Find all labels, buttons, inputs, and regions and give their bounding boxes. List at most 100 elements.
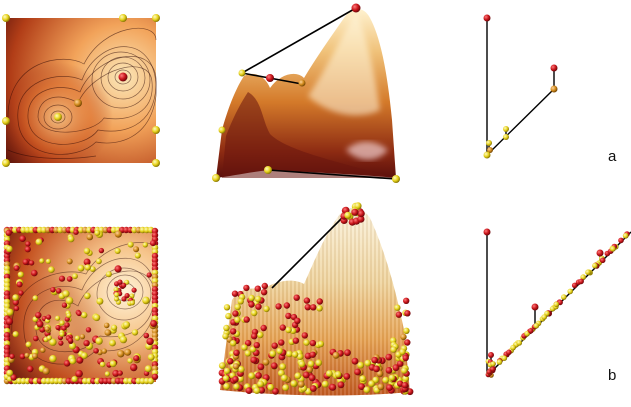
maximum-sphere-icon: [112, 369, 120, 377]
saddle-sphere-icon: [298, 79, 306, 87]
minimum-sphere-icon: [244, 350, 252, 357]
minimum-sphere-icon: [257, 331, 264, 339]
maximum-sphere-icon: [385, 367, 393, 374]
maximum-sphere-icon: [309, 339, 317, 347]
minimum-sphere-icon: [17, 271, 24, 278]
minimum-sphere-icon: [251, 309, 258, 317]
minimum-sphere-icon: [344, 211, 352, 219]
panel-b-terrain-critical-points: [218, 202, 414, 396]
minimum-sphere-icon: [248, 294, 255, 302]
maximum-sphere-icon: [231, 290, 239, 297]
minimum-sphere-icon: [69, 342, 76, 350]
minimum-sphere-icon: [218, 126, 226, 134]
maximum-sphere-icon: [550, 64, 558, 72]
maximum-sphere-icon: [257, 363, 265, 371]
maximum-sphere-icon: [243, 316, 250, 323]
maximum-sphere-icon: [114, 265, 122, 273]
minimum-sphere-icon: [109, 339, 116, 347]
minimum-sphere-icon: [390, 346, 397, 353]
minimum-sphere-icon: [294, 372, 302, 380]
minimum-sphere-icon: [254, 295, 262, 303]
minimum-sphere-icon: [486, 140, 492, 146]
minimum-sphere-icon: [152, 126, 160, 134]
minimum-sphere-icon: [298, 360, 306, 368]
panel-b-terrain-view: [218, 202, 414, 396]
maximum-sphere-icon: [275, 303, 282, 310]
maximum-sphere-icon: [130, 363, 138, 372]
minimum-sphere-icon: [394, 304, 401, 311]
panel-b-diagram-points: [485, 231, 630, 378]
minimum-sphere-icon: [230, 340, 237, 347]
minimum-sphere-icon: [501, 355, 508, 362]
minimum-sphere-icon: [129, 300, 135, 306]
saddle-sphere-icon: [66, 258, 73, 265]
minimum-sphere-icon: [89, 266, 96, 272]
maximum-sphere-icon: [121, 282, 127, 288]
maximum-sphere-icon: [150, 320, 158, 327]
minimum-sphere-icon: [2, 14, 10, 22]
minimum-sphere-icon: [212, 174, 220, 182]
maximum-sphere-icon: [55, 288, 62, 294]
minimum-sphere-icon: [67, 235, 75, 243]
minimum-sphere-icon: [105, 271, 112, 278]
minimum-sphere-icon: [279, 363, 287, 371]
maximum-sphere-icon: [13, 305, 20, 312]
saddle-sphere-icon: [103, 322, 110, 329]
minimum-sphere-icon: [241, 344, 248, 351]
minimum-sphere-icon: [363, 386, 371, 394]
maximum-sphere-icon: [395, 311, 403, 318]
maximum-sphere-icon: [24, 246, 31, 253]
maximum-sphere-icon: [329, 383, 337, 391]
maximum-sphere-icon: [150, 240, 157, 247]
minimum-sphere-icon: [264, 166, 272, 174]
maximum-sphere-icon: [58, 340, 64, 346]
maximum-sphere-icon: [402, 354, 409, 362]
minimum-sphere-icon: [147, 377, 155, 385]
maximum-sphere-icon: [337, 381, 345, 389]
saddle-sphere-icon: [487, 147, 493, 153]
minimum-sphere-icon: [321, 380, 329, 388]
minimum-sphere-icon: [131, 329, 139, 336]
minimum-sphere-icon: [114, 248, 121, 254]
panel-a-terrain-view: [212, 3, 400, 183]
minimum-sphere-icon: [622, 233, 629, 239]
maximum-sphere-icon: [303, 297, 311, 304]
minimum-sphere-icon: [483, 151, 491, 159]
minimum-sphere-icon: [580, 274, 586, 280]
minimum-sphere-icon: [237, 298, 244, 305]
minimum-sphere-icon: [48, 266, 55, 274]
maximum-sphere-icon: [63, 360, 71, 367]
minimum-sphere-icon: [359, 375, 367, 383]
minimum-sphere-icon: [222, 333, 229, 340]
maximum-sphere-icon: [28, 260, 35, 266]
maximum-sphere-icon: [16, 281, 23, 288]
maximum-sphere-icon: [404, 310, 411, 317]
minimum-sphere-icon: [122, 321, 131, 329]
minimum-sphere-icon: [144, 365, 152, 373]
minimum-sphere-icon: [401, 367, 408, 374]
saddle-sphere-icon: [550, 85, 558, 93]
maximum-sphere-icon: [293, 294, 300, 301]
minimum-sphere-icon: [71, 376, 78, 383]
maximum-sphere-icon: [9, 353, 15, 360]
maximum-sphere-icon: [146, 272, 152, 278]
minimum-sphere-icon: [223, 304, 231, 311]
maximum-sphere-icon: [283, 302, 291, 309]
maximum-sphere-icon: [260, 324, 267, 332]
maximum-sphere-icon: [10, 374, 17, 381]
maximum-sphere-icon: [294, 317, 301, 324]
panel-b-top-view: [3, 226, 159, 385]
maximum-sphere-icon: [279, 324, 286, 331]
minimum-sphere-icon: [237, 375, 245, 383]
saddle-sphere-icon: [376, 370, 384, 378]
maximum-sphere-icon: [50, 287, 56, 293]
maximum-sphere-icon: [143, 332, 150, 339]
minimum-sphere-icon: [307, 360, 315, 368]
minimum-sphere-icon: [402, 375, 410, 382]
minimum-sphere-icon: [134, 252, 141, 259]
minimum-sphere-icon: [127, 241, 134, 248]
maximum-sphere-icon: [19, 235, 26, 242]
saddle-sphere-icon: [42, 367, 50, 375]
maximum-sphere-icon: [618, 237, 624, 244]
minimum-sphere-icon: [45, 258, 52, 264]
